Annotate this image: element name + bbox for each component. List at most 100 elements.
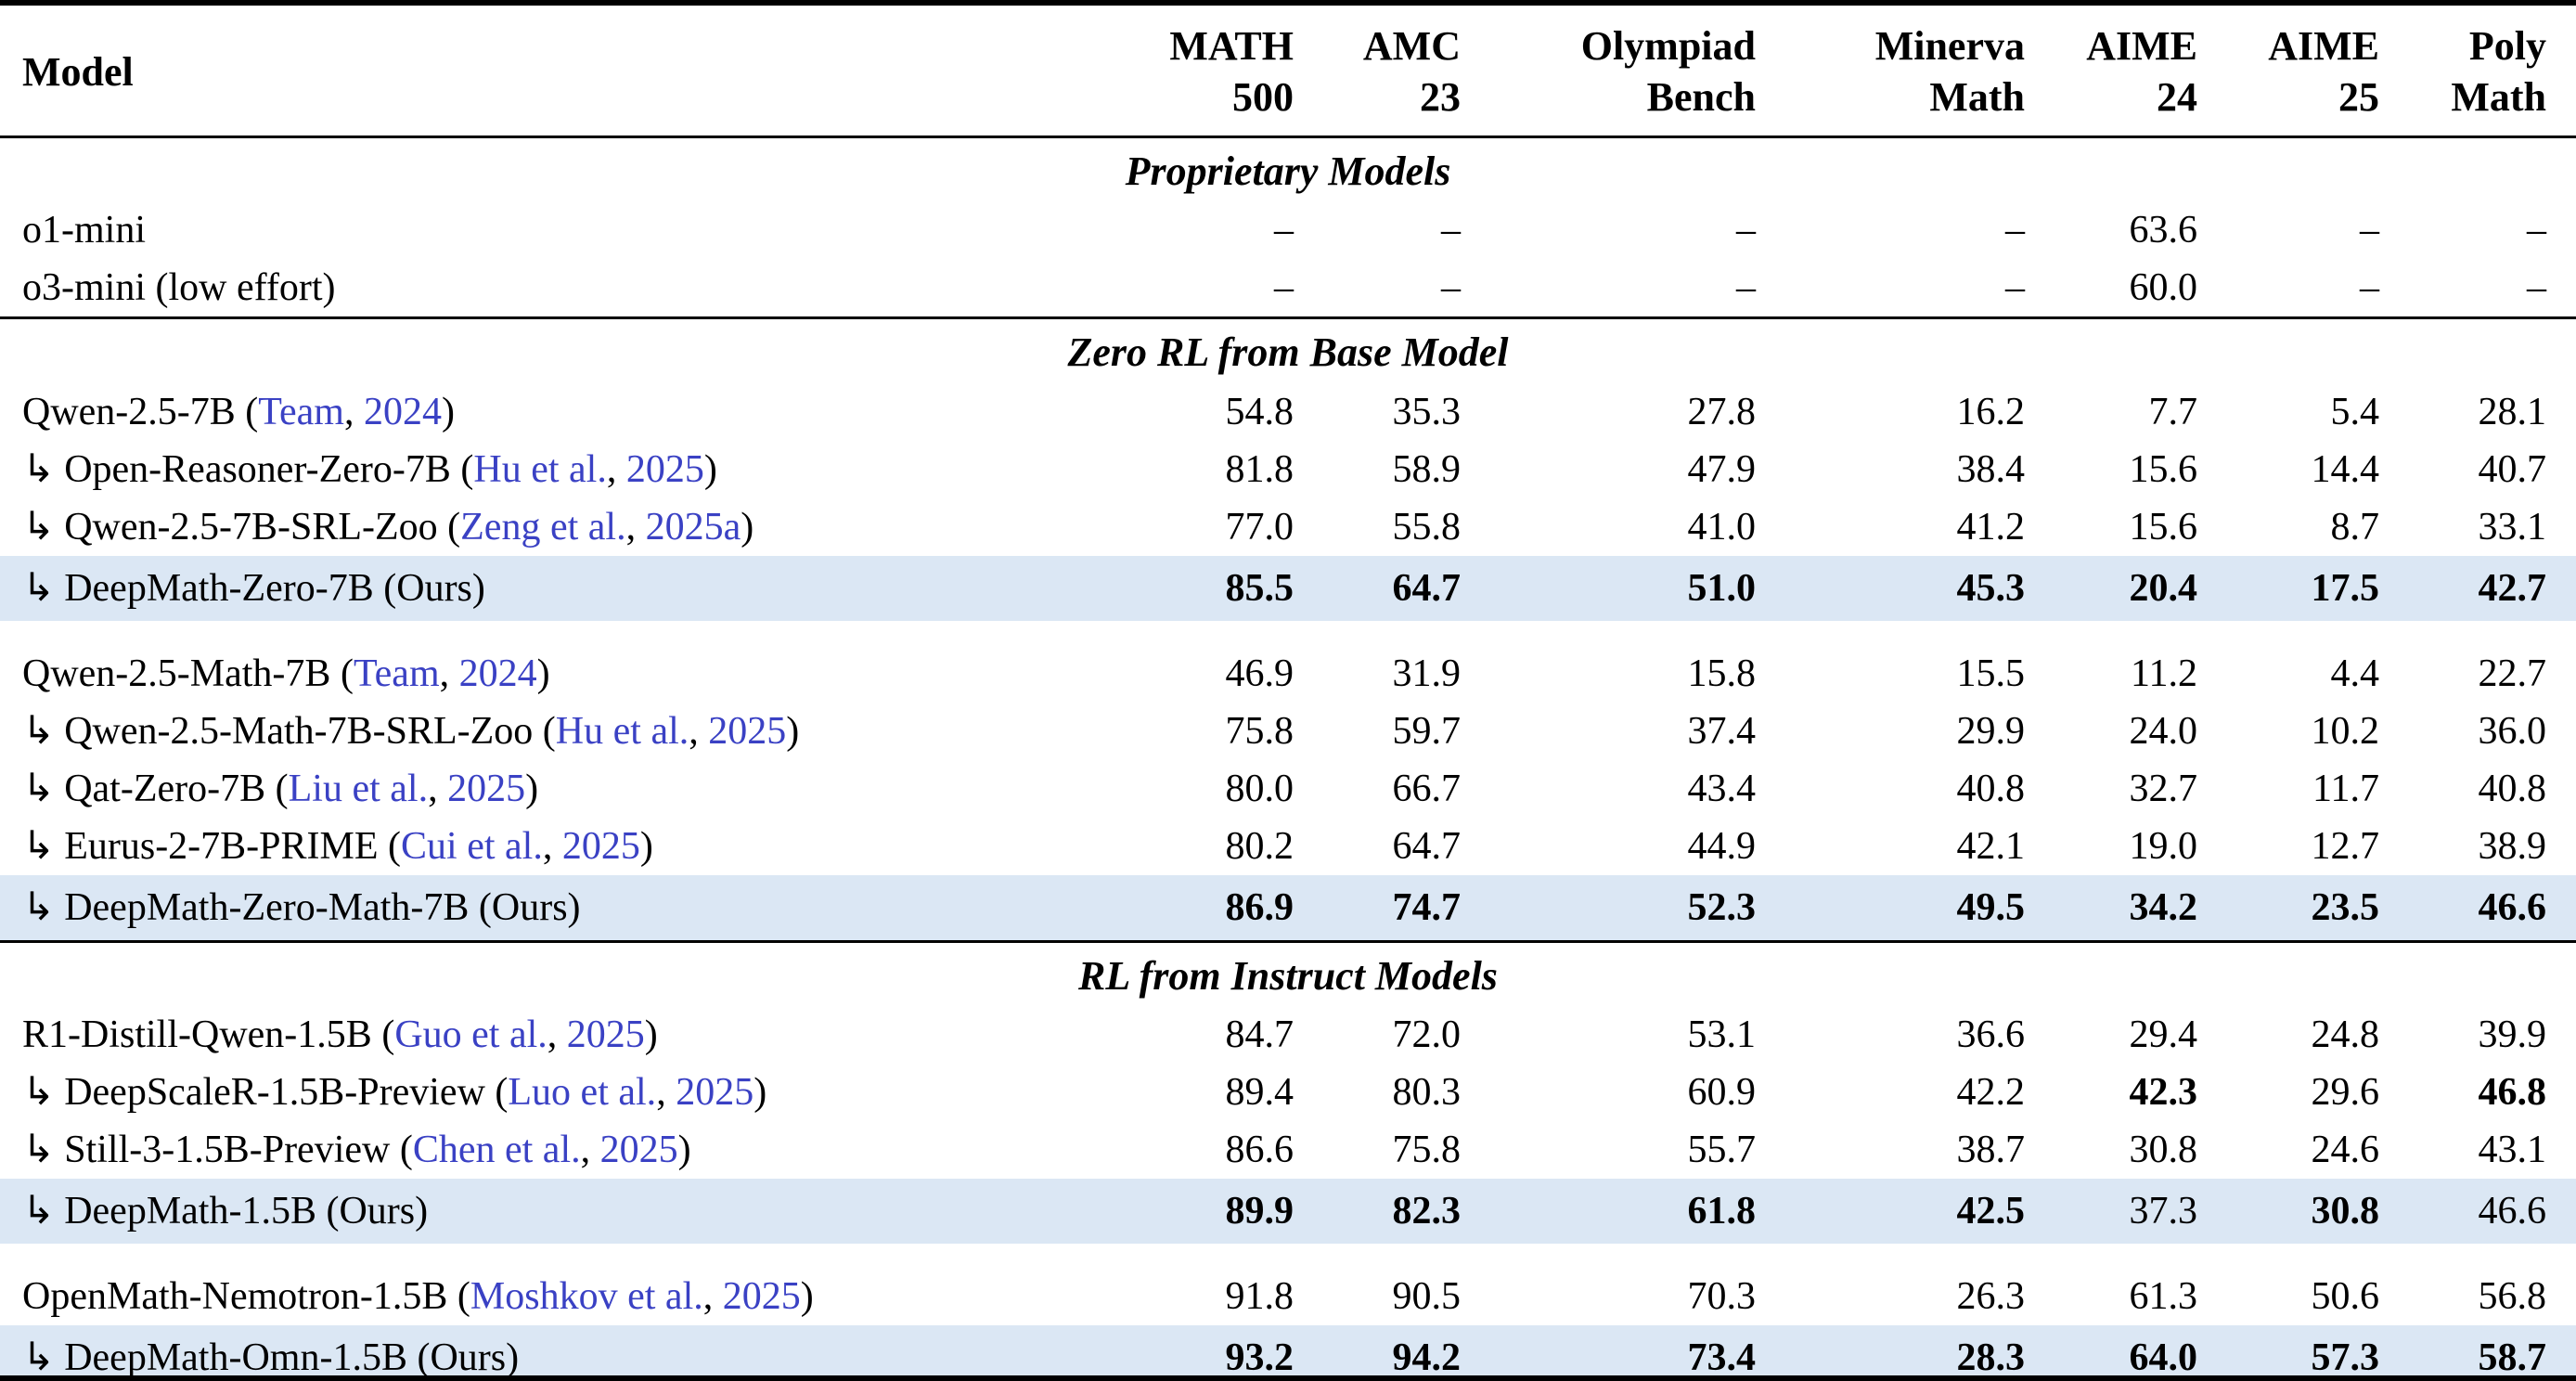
column-header: Minerva Math — [1758, 6, 2027, 138]
column-header: MATH 500 — [1123, 6, 1295, 138]
metric-value: 42.1 — [1956, 824, 2026, 868]
citation-authors: Zeng et al. — [460, 505, 626, 549]
metric-value: 84.7 — [1225, 1013, 1294, 1057]
model-name: Qwen-2.5-7B-SRL-Zoo — [64, 505, 438, 549]
citation-link[interactable]: (Cui et al., 2025) — [378, 824, 653, 868]
metric-value: 50.6 — [2311, 1275, 2380, 1319]
table-row: ↳ DeepMath-1.5B (Ours) 89.9 82.3 61.8 42.5 37.… — [0, 1179, 2576, 1245]
subrow-arrow-icon: ↳ — [22, 824, 56, 868]
citation-year: 2025 — [447, 767, 526, 810]
citation-year: 2025 — [599, 1129, 678, 1172]
section-header: Zero RL from Base Model — [0, 316, 2576, 383]
model-name: Qwen-2.5-Math-7B-SRL-Zoo — [64, 709, 534, 753]
metric-value: 86.9 — [1123, 874, 1295, 942]
citation-authors: Guo et al. — [394, 1013, 547, 1057]
metric-value: 56.8 — [2478, 1275, 2547, 1319]
metric-value: 15.6 — [2129, 505, 2198, 549]
model-cell: ↳ Qat-Zero-7B (Liu et al., 2025) — [0, 760, 1123, 818]
model-cell: ↳ Still-3-1.5B-Preview (Chen et al., 2025… — [0, 1121, 1123, 1179]
column-header-line1: Poly — [2468, 23, 2546, 69]
column-header-line2: Bench — [1646, 74, 1756, 120]
metric-value: 17.5 — [2199, 555, 2381, 621]
metric-value: 26.3 — [1956, 1275, 2026, 1319]
metric-value: 64.0 — [2027, 1325, 2199, 1375]
model-cell: ↳ Qwen-2.5-Math-7B-SRL-Zoo (Hu et al., 20… — [0, 703, 1123, 760]
citation-link[interactable]: (Hu et al., 2025) — [533, 709, 800, 753]
model-cell: R1-Distill-Qwen-1.5B (Guo et al., 2025) — [0, 1006, 1123, 1064]
table-row: Qwen-2.5-7B (Team, 2024) 54.8 35.3 27.8 16.2… — [0, 383, 2576, 441]
benchmark-table: Model MATH 500 AMC 23 Olympiad Bench Minerva Mat… — [0, 6, 2576, 1375]
model-cell: o3-mini (low effort) — [0, 259, 1123, 318]
column-header-line1: AMC — [1362, 23, 1461, 69]
metric-value: 29.4 — [2129, 1013, 2198, 1057]
metric-value: 85.5 — [1123, 555, 1295, 621]
metric-value: 54.8 — [1225, 390, 1294, 433]
metric-value: 4.4 — [2330, 652, 2380, 695]
metric-value: 49.5 — [1758, 874, 2027, 942]
metric-value: 40.7 — [2478, 447, 2547, 491]
citation-link[interactable]: (Team, 2024) — [235, 390, 455, 433]
metric-value: 90.5 — [1392, 1275, 1462, 1319]
metric-value: 42.2 — [1956, 1071, 2026, 1115]
citation-year: 2025 — [561, 824, 640, 868]
metric-value: – — [2005, 266, 2025, 310]
metric-value: 70.3 — [1687, 1275, 1757, 1319]
metric-value: 37.3 — [2027, 1179, 2199, 1245]
metric-value: 94.2 — [1295, 1325, 1462, 1375]
column-header: AIME 24 — [2027, 6, 2199, 138]
column-header: AIME 25 — [2199, 6, 2381, 138]
table-row: ↳ Qat-Zero-7B (Liu et al., 2025) 80.0 66.7 4… — [0, 760, 2576, 818]
metric-value: – — [1736, 266, 1756, 310]
citation-year: 2025 — [708, 709, 787, 753]
metric-value: 80.0 — [1225, 767, 1294, 810]
ours-label: (Ours) — [469, 885, 581, 929]
citation-link[interactable]: (Moshkov et al., 2025) — [447, 1275, 814, 1319]
metric-value: 75.8 — [1225, 709, 1294, 753]
table-row: ↳ DeepMath-Zero-7B (Ours) 85.5 64.7 51.0 45.3… — [0, 555, 2576, 621]
column-header-line2: 500 — [1232, 74, 1294, 120]
citation-link[interactable]: (Chen et al., 2025) — [390, 1129, 691, 1172]
model-cell: ↳ Qwen-2.5-7B-SRL-Zoo (Zeng et al., 2025a… — [0, 498, 1123, 556]
model-name: DeepScaleR-1.5B-Preview — [64, 1071, 485, 1115]
metric-value: 55.7 — [1687, 1129, 1757, 1172]
metric-value: 33.1 — [2478, 505, 2547, 549]
citation-link[interactable]: (Zeng et al., 2025a) — [437, 505, 754, 549]
table-row: Qwen-2.5-Math-7B (Team, 2024) 46.9 31.9 15.… — [0, 645, 2576, 703]
metric-value: 52.3 — [1462, 874, 1758, 942]
metric-value: 23.5 — [2199, 874, 2381, 942]
citation-link[interactable]: (Hu et al., 2025) — [450, 447, 717, 491]
model-cell: ↳ DeepMath-Zero-7B (Ours) — [0, 555, 1123, 621]
column-header-model: Model — [0, 6, 1123, 138]
column-header-line1: Olympiad — [1580, 23, 1756, 69]
metric-value: 44.9 — [1687, 824, 1757, 868]
metric-value: 36.6 — [1956, 1013, 2026, 1057]
citation-link[interactable]: (Liu et al., 2025) — [265, 767, 539, 810]
metric-value: 51.0 — [1462, 555, 1758, 621]
subrow-arrow-icon: ↳ — [22, 885, 56, 929]
column-header-line1: AIME — [2268, 23, 2379, 69]
table-row: ↳ Eurus-2-7B-PRIME (Cui et al., 2025) 80.2… — [0, 818, 2576, 875]
column-header-line2: Math — [1929, 74, 2025, 120]
subrow-arrow-icon: ↳ — [22, 767, 56, 810]
metric-value: 20.4 — [2027, 555, 2199, 621]
model-name: Eurus-2-7B-PRIME — [64, 824, 379, 868]
metric-value: 63.6 — [2129, 209, 2198, 252]
column-header: Olympiad Bench — [1462, 6, 1758, 138]
metric-value: – — [2527, 209, 2546, 252]
metric-value: 28.1 — [2478, 390, 2547, 433]
table-header: Model MATH 500 AMC 23 Olympiad Bench Minerva Mat… — [0, 6, 2576, 138]
group-spacer — [0, 1244, 2576, 1268]
metric-value: 14.4 — [2311, 447, 2380, 491]
metric-value: 31.9 — [1392, 652, 1462, 695]
metric-value: – — [1736, 209, 1756, 252]
metric-value: 55.8 — [1392, 505, 1462, 549]
citation-link[interactable]: (Guo et al., 2025) — [371, 1013, 658, 1057]
citation-link[interactable]: (Team, 2024) — [330, 652, 550, 695]
citation-link[interactable]: (Luo et al., 2025) — [484, 1071, 767, 1115]
metric-value: 40.8 — [2478, 767, 2547, 810]
subrow-arrow-icon: ↳ — [22, 1129, 56, 1172]
column-header: AMC 23 — [1295, 6, 1462, 138]
metric-value: – — [2360, 209, 2379, 252]
model-name: Still-3-1.5B-Preview — [64, 1129, 391, 1172]
